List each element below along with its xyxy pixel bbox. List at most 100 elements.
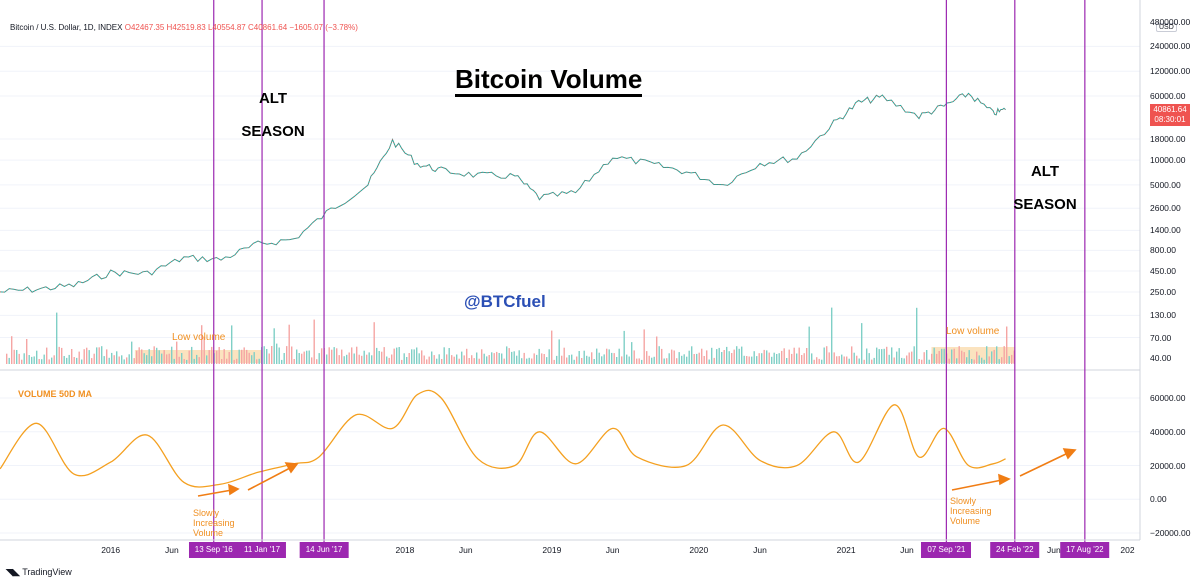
volume-bar [196,354,198,364]
volume-bar [933,347,935,364]
volume-bar [746,356,748,364]
volume-bar [191,346,193,364]
volume-bar [241,349,243,364]
volume-bar [821,359,823,364]
volume-bar [56,312,58,364]
volume-bar [86,347,88,364]
volume-bar [826,346,828,364]
volume-bar [768,352,770,364]
volume-bar [98,347,100,364]
volume-bar [663,358,665,364]
vertical-markers [213,0,1086,542]
time-tick-label: Jun [458,545,473,555]
ma-tick-label: 20000.00 [1150,460,1186,471]
arrow-1-head [228,483,240,496]
volume-bar [516,355,518,364]
volume-bar [463,355,465,364]
volume-bar [93,353,95,364]
volume-bar [476,352,478,364]
volume-bar [548,349,550,364]
date-tag: 07 Sep '21 [921,542,972,558]
volume-bar [716,349,718,364]
volume-bar [268,353,270,364]
volume-bar [581,358,583,364]
volume-bar [888,354,890,364]
volume-bar [393,348,395,364]
volume-bar [818,358,820,364]
price-tick-label: 240000.00 [1150,41,1191,52]
volume-bar [478,358,480,364]
time-tick-label: Jun [165,545,179,555]
volume-bar [91,358,93,364]
volume-bar [361,355,363,364]
volume-bar [766,350,768,364]
volume-bar [166,354,168,364]
volume-bar [706,350,708,364]
volume-bar [368,352,370,364]
volume-bar [483,353,485,364]
close-value: C40861.64 [248,23,288,32]
volume-bar [708,359,710,364]
volume-bar [653,356,655,364]
volume-bar [383,347,385,364]
volume-bar [423,355,425,364]
volume-bar [81,359,83,364]
volume-bar [616,357,618,364]
volume-bar [473,358,475,364]
volume-bar [976,351,978,364]
volume-bar [46,347,48,364]
volume-bar [1001,357,1003,364]
volume-bar [203,336,205,364]
volume-bar [326,354,328,364]
ma-tick-label: 40000.00 [1150,426,1186,437]
open-value: O42467.35 [124,23,165,32]
volume-bar [53,355,55,364]
currency-button[interactable]: USD [1156,23,1177,32]
price-line-overlay [0,92,1006,293]
volume-bar [106,349,108,364]
volume-bar [356,346,358,364]
volume-bar [701,348,703,364]
volume-bar [193,358,195,364]
volume-bar [671,349,673,364]
volume-bar [286,346,288,364]
volume-bar [983,359,985,364]
volume-bar [503,358,505,364]
volume-bar [66,357,68,364]
volume-bar [966,357,968,364]
volume-bar [263,346,265,364]
volume-bar [538,348,540,364]
volume-bar [568,355,570,364]
volume-bar [903,358,905,364]
volume-bar [971,359,973,364]
volume-bar [501,353,503,364]
volume-bar [553,359,555,364]
volume-bar [843,356,845,364]
volume-bar [793,347,795,364]
volume-bar [258,358,260,364]
volume-bar [496,351,498,364]
volume-bar [76,357,78,364]
volume-bar [566,357,568,364]
time-tick-label: 2020 [689,545,709,555]
volume-bar [406,357,408,364]
volume-bar [233,359,235,364]
volume-bar [456,354,458,364]
volume-bar [411,349,413,364]
price-tick-label: 60000.00 [1150,91,1186,101]
volume-bar [961,350,963,364]
volume-bar [836,356,838,364]
price-tick-label: 250.00 [1150,287,1176,297]
volume-bar [51,357,53,364]
volume-bar [801,355,803,364]
footer[interactable]: ◥◣ TradingView [6,567,72,578]
volume-bar [691,346,693,364]
volume-bar [678,352,680,364]
volume-bar [218,347,220,364]
volume-bar [493,353,495,364]
volume-bar [73,357,75,364]
volume-bar [563,347,565,364]
volume-bar [803,353,805,364]
